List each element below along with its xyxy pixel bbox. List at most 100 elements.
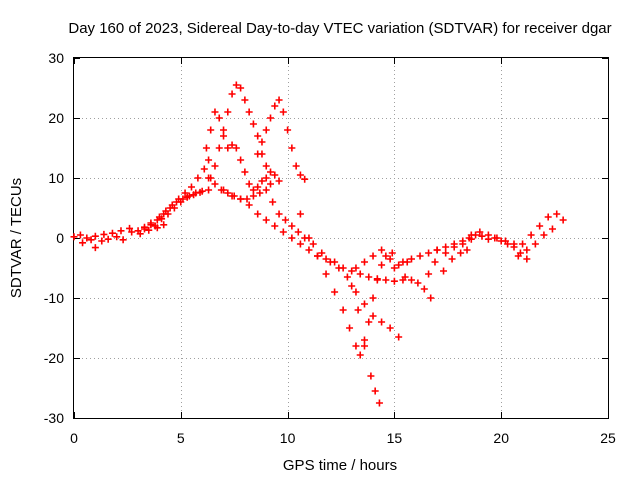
data-point bbox=[416, 252, 424, 260]
data-point bbox=[271, 102, 279, 110]
data-point bbox=[158, 215, 166, 223]
x-tick-label: 0 bbox=[70, 430, 78, 446]
data-point bbox=[232, 81, 240, 89]
data-point bbox=[70, 233, 78, 241]
data-point bbox=[531, 240, 539, 248]
data-point bbox=[386, 324, 394, 332]
data-point bbox=[367, 372, 375, 380]
y-tick-label: 30 bbox=[48, 50, 64, 66]
data-point bbox=[442, 249, 450, 257]
data-point bbox=[196, 188, 204, 196]
data-point bbox=[450, 243, 458, 251]
data-point bbox=[228, 90, 236, 98]
tick-marks bbox=[74, 58, 609, 419]
data-point bbox=[523, 246, 531, 254]
data-point bbox=[305, 246, 313, 254]
data-point bbox=[339, 264, 347, 272]
data-point bbox=[279, 108, 287, 116]
data-point bbox=[301, 175, 309, 183]
data-point bbox=[378, 246, 386, 254]
data-point bbox=[284, 126, 292, 134]
data-point bbox=[215, 144, 223, 152]
data-point bbox=[440, 267, 448, 275]
data-point bbox=[386, 255, 394, 263]
data-point bbox=[220, 132, 228, 140]
data-point bbox=[237, 156, 245, 164]
data-point bbox=[269, 198, 277, 206]
data-point bbox=[382, 276, 390, 284]
data-point bbox=[433, 246, 441, 254]
data-point bbox=[87, 236, 95, 244]
data-point bbox=[348, 282, 356, 290]
data-point bbox=[497, 237, 505, 245]
data-point bbox=[352, 342, 360, 350]
data-point bbox=[553, 210, 561, 218]
data-point bbox=[181, 189, 189, 197]
data-point bbox=[241, 168, 249, 176]
data-point bbox=[459, 240, 467, 248]
data-point bbox=[431, 258, 439, 266]
data-point bbox=[296, 240, 304, 248]
data-point bbox=[407, 255, 415, 263]
data-point bbox=[356, 351, 364, 359]
data-point bbox=[294, 228, 302, 236]
data-point bbox=[322, 255, 330, 263]
data-point bbox=[463, 246, 471, 254]
data-point bbox=[279, 228, 287, 236]
x-axis-label: GPS time / hours bbox=[283, 457, 397, 474]
data-point bbox=[544, 213, 552, 221]
data-point bbox=[256, 189, 264, 197]
data-point bbox=[369, 252, 377, 260]
data-point bbox=[245, 201, 253, 209]
data-point bbox=[510, 243, 518, 251]
x-tick-label: 20 bbox=[493, 430, 509, 446]
data-point bbox=[237, 195, 245, 203]
data-point bbox=[491, 234, 499, 242]
data-point bbox=[314, 252, 322, 260]
data-point bbox=[205, 174, 213, 182]
data-point bbox=[262, 186, 270, 194]
data-point bbox=[228, 192, 236, 200]
y-axis-label: SDTVAR / TECUs bbox=[8, 178, 25, 298]
data-point bbox=[414, 279, 422, 287]
data-point bbox=[243, 195, 251, 203]
data-point bbox=[200, 165, 208, 173]
data-point bbox=[98, 237, 106, 245]
data-point bbox=[220, 126, 228, 134]
x-tick-label: 15 bbox=[387, 430, 403, 446]
x-tick-label: 25 bbox=[600, 430, 616, 446]
data-point bbox=[559, 216, 567, 224]
data-point bbox=[113, 233, 121, 241]
data-point bbox=[318, 249, 326, 257]
data-point bbox=[262, 162, 270, 170]
data-point bbox=[232, 144, 240, 152]
data-point bbox=[128, 228, 136, 236]
data-point bbox=[427, 294, 435, 302]
data-point bbox=[119, 236, 127, 244]
data-point bbox=[296, 171, 304, 179]
data-point bbox=[211, 162, 219, 170]
data-point bbox=[527, 231, 535, 239]
data-point bbox=[249, 192, 257, 200]
data-points bbox=[70, 81, 567, 407]
data-point bbox=[356, 270, 364, 278]
data-point bbox=[275, 177, 283, 185]
data-point bbox=[254, 132, 262, 140]
data-point bbox=[262, 174, 270, 182]
data-point bbox=[151, 222, 159, 230]
data-point bbox=[177, 198, 185, 206]
data-point bbox=[360, 342, 368, 350]
data-point bbox=[254, 150, 262, 158]
data-point bbox=[237, 84, 245, 92]
data-point bbox=[472, 231, 480, 239]
data-point bbox=[390, 277, 398, 285]
data-point bbox=[194, 174, 202, 182]
data-point bbox=[211, 108, 219, 116]
data-point bbox=[425, 249, 433, 257]
data-point bbox=[126, 224, 134, 232]
data-point bbox=[220, 186, 228, 194]
chart-title: Day 160 of 2023, Sidereal Day-to-day VTE… bbox=[68, 20, 611, 37]
data-point bbox=[519, 240, 527, 248]
data-point bbox=[205, 156, 213, 164]
